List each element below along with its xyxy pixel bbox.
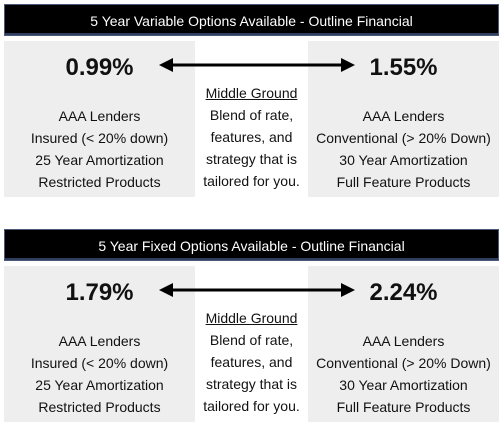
panel-header: 5 Year Fixed Options Available - Outline… [4,229,499,261]
middle-line: strategy that is [205,376,298,392]
feature-line: 30 Year Amortization [339,377,468,393]
low-rate: 0.99% [65,54,134,81]
panel-body: 0.99% AAA Lenders Insured (< 20% down) 2… [4,41,499,197]
middle-ground-text: Middle Ground Blend of rate, features, a… [195,82,308,192]
middle-ground-column: Middle Ground Blend of rate, features, a… [195,266,308,422]
fixed-options-panel: 5 Year Fixed Options Available - Outline… [4,229,499,422]
middle-line: Blend of rate, [209,332,294,348]
middle-line: features, and [210,129,293,145]
double-headed-arrow-icon [159,283,355,297]
feature-line: Restricted Products [38,174,161,190]
variable-options-panel: 5 Year Variable Options Available - Outl… [4,4,499,197]
feature-line: Full Feature Products [336,399,471,415]
feature-line: AAA Lenders [58,333,141,349]
middle-ground-title: Middle Ground [205,85,298,101]
conventional-column: 1.55% AAA Lenders Conventional (> 20% Do… [308,41,499,197]
insured-features: AAA Lenders Insured (< 20% down) 25 Year… [4,105,195,193]
feature-line: Insured (< 20% down) [30,130,169,146]
conventional-column: 2.24% AAA Lenders Conventional (> 20% Do… [308,266,499,422]
feature-line: Conventional (> 20% Down) [316,130,491,146]
feature-line: AAA Lenders [58,108,141,124]
high-rate: 2.24% [369,279,438,306]
feature-line: Full Feature Products [336,174,471,190]
conventional-features: AAA Lenders Conventional (> 20% Down) 30… [308,330,499,418]
feature-line: 25 Year Amortization [35,377,164,393]
feature-line: AAA Lenders [362,108,445,124]
feature-line: Restricted Products [38,399,161,415]
low-rate: 1.79% [65,279,134,306]
middle-line: strategy that is [205,151,298,167]
panel-header: 5 Year Variable Options Available - Outl… [4,4,499,36]
feature-line: AAA Lenders [362,333,445,349]
high-rate: 1.55% [369,54,438,81]
middle-line: features, and [210,354,293,370]
feature-line: 30 Year Amortization [339,152,468,168]
middle-line: tailored for you. [203,173,300,189]
insured-features: AAA Lenders Insured (< 20% down) 25 Year… [4,330,195,418]
double-headed-arrow-icon [159,58,355,72]
middle-ground-column: Middle Ground Blend of rate, features, a… [195,41,308,197]
middle-ground-title: Middle Ground [205,310,298,326]
middle-ground-text: Middle Ground Blend of rate, features, a… [195,307,308,417]
feature-line: Conventional (> 20% Down) [316,355,491,371]
panel-body: 1.79% AAA Lenders Insured (< 20% down) 2… [4,266,499,422]
feature-line: Insured (< 20% down) [30,355,169,371]
conventional-features: AAA Lenders Conventional (> 20% Down) 30… [308,105,499,193]
middle-line: Blend of rate, [209,107,294,123]
middle-line: tailored for you. [203,398,300,414]
feature-line: 25 Year Amortization [35,152,164,168]
